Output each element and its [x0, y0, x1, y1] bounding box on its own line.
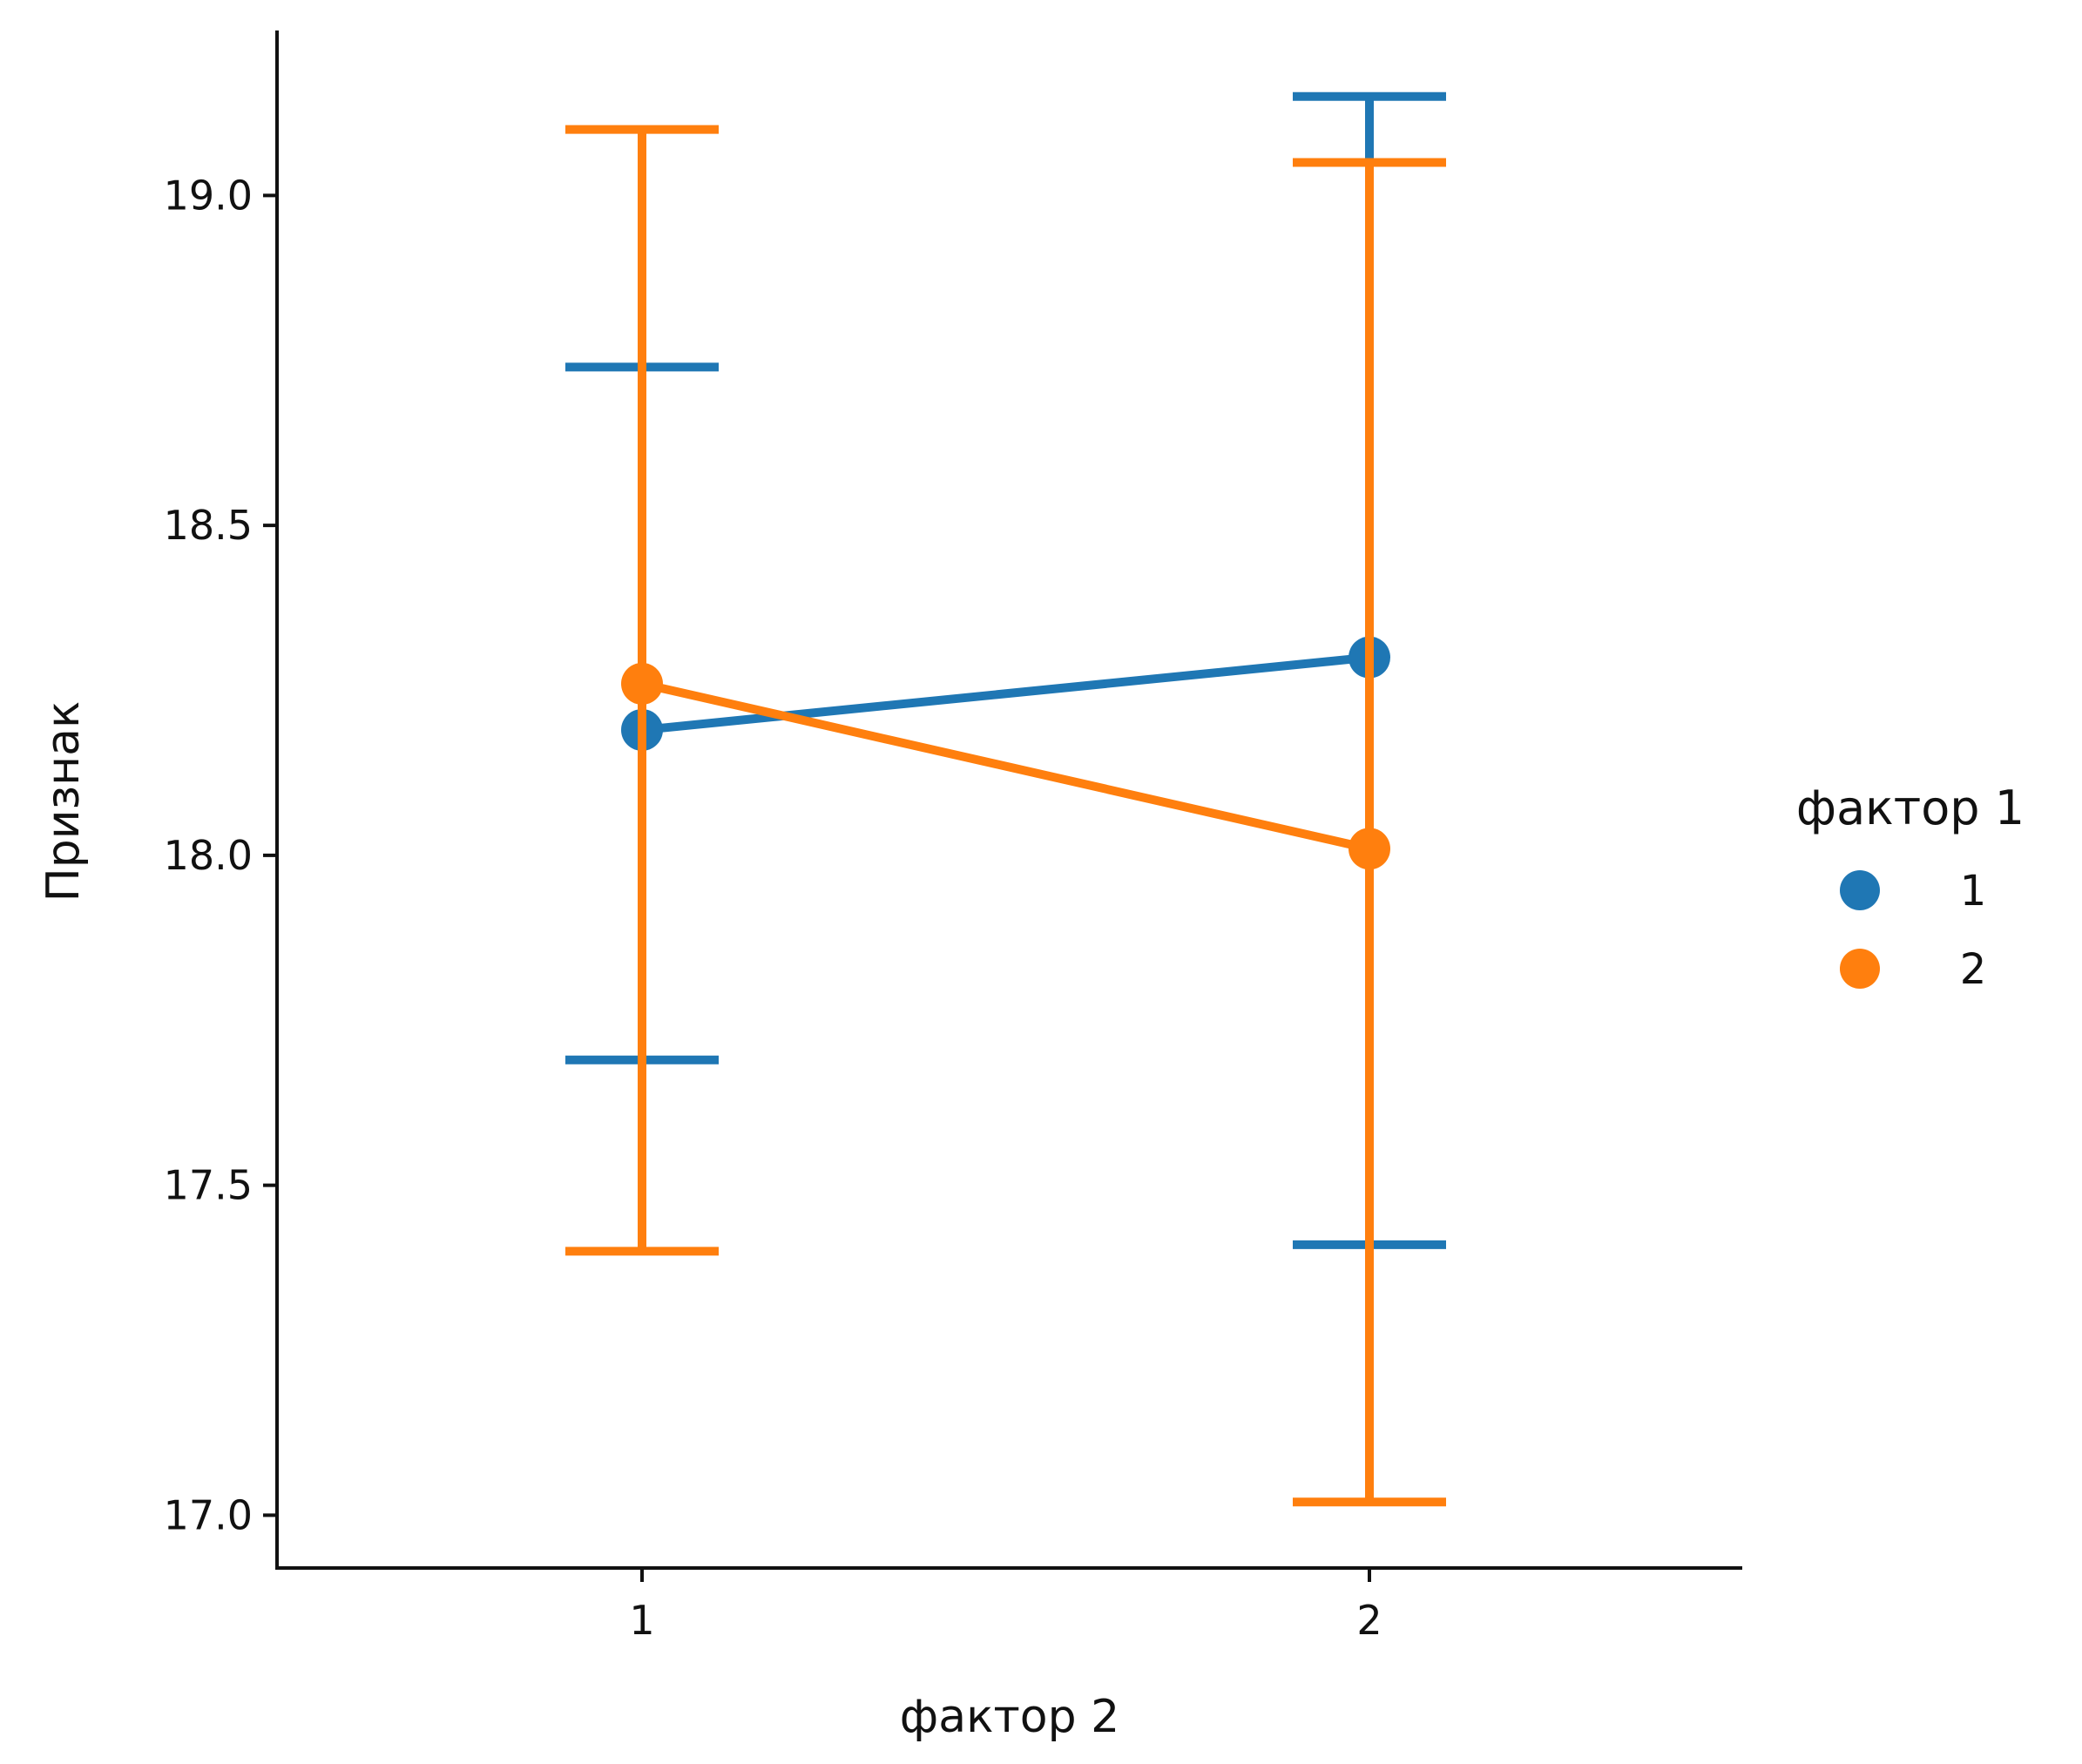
series-line [640, 679, 1371, 854]
legend-marker [1840, 949, 1880, 989]
y-axis-title: Признак [37, 701, 90, 902]
series-1 [565, 91, 1446, 1249]
data-point [1349, 828, 1390, 870]
x-tick-label: 2 [1356, 1597, 1382, 1644]
legend-label: 1 [1960, 867, 1987, 916]
y-tick-label: 17.5 [164, 1162, 253, 1209]
x-tick-label: 1 [629, 1597, 654, 1644]
data-point [621, 662, 663, 705]
y-tick-label: 19.0 [164, 172, 253, 219]
y-tick-label: 18.0 [164, 832, 253, 879]
y-tick-label: 18.5 [164, 502, 253, 549]
x-axis-title: фактор 2 [900, 1691, 1119, 1743]
y-tick-label: 17.0 [164, 1491, 253, 1538]
series-line [641, 652, 1370, 734]
plot-area [565, 91, 1446, 1507]
y-axis-ticks: 17.0 17.5 18.0 18.5 19.0 [164, 172, 277, 1538]
legend-marker [1840, 870, 1880, 910]
series-2 [565, 125, 1446, 1507]
legend-title: фактор 1 [1796, 781, 2025, 835]
legend-items: 12 [1840, 867, 1986, 994]
legend-label: 2 [1960, 945, 1987, 994]
legend: фактор 1 12 [1796, 781, 2025, 994]
